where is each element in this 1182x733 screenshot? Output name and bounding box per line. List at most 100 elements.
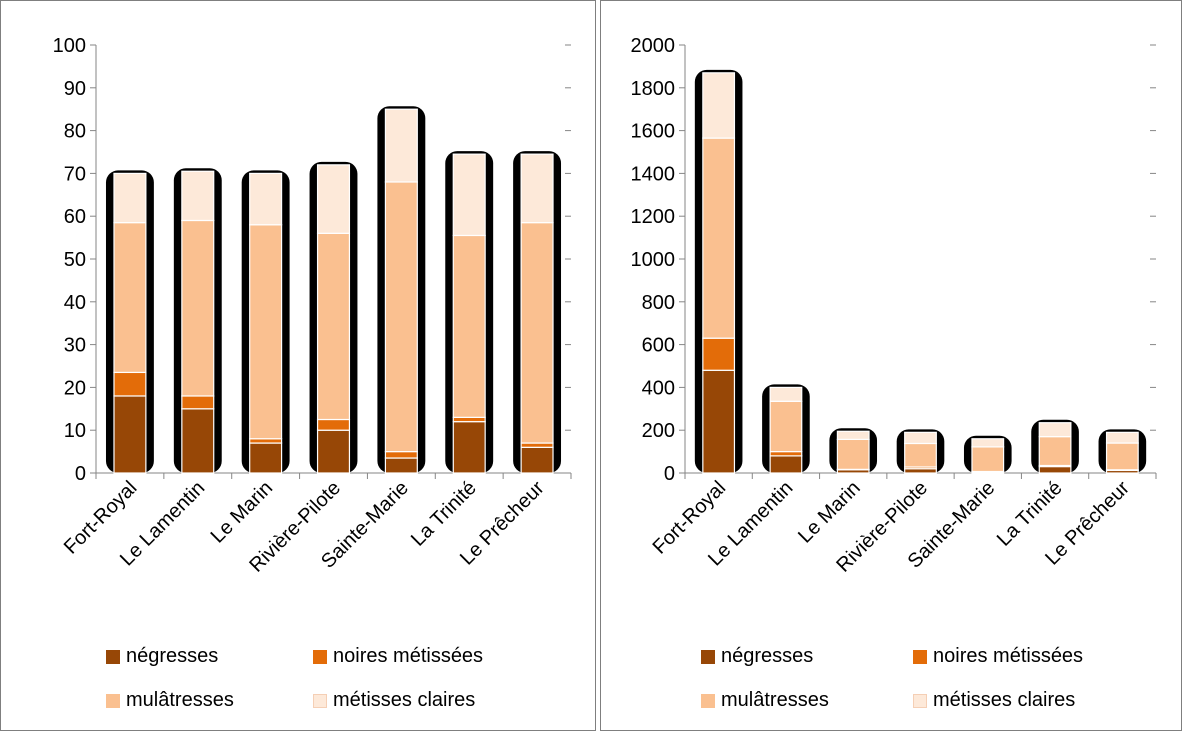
chart-panel-left: 0 10 20 30 40 50 60 70 80 90 100 Fort-Royal Le Lamen… xyxy=(0,0,596,731)
y-tick-label: 70 xyxy=(64,163,86,185)
bar-metisses-claires-le-precheur xyxy=(520,153,554,224)
y-tick-label: 80 xyxy=(64,121,86,143)
y-tick-label: 800 xyxy=(642,292,675,314)
y-tick-label: 20 xyxy=(64,377,86,399)
bar-negresses-riviere-pilote xyxy=(904,468,937,474)
bar-mulatresses-fort-royal xyxy=(702,137,736,339)
bar-noires-metissees-le-marin xyxy=(249,438,283,444)
bar-noires-metissees-fort-royal xyxy=(113,371,147,397)
legend-label-noires-metissees: noires métissées xyxy=(333,645,484,667)
bar-metisses-claires-sainte-marie xyxy=(384,108,418,183)
axes: 0 10 20 30 40 50 60 70 80 90 100 xyxy=(53,35,572,485)
bar-mulatresses-riviere-pilote xyxy=(904,442,937,468)
bar-metisses-claires-fort-royal xyxy=(113,172,147,224)
chart-panel-right: 0 200 400 600 800 1000 1200 1400 1600 1800 2000 For… xyxy=(600,0,1182,731)
legend-swatch-negresses xyxy=(106,649,120,664)
bar-metisses-claires-le-marin xyxy=(249,172,283,226)
legend-item-negresses: négresses xyxy=(701,645,813,668)
y-tick-label: 90 xyxy=(64,78,86,100)
bar-mulatresses-sainte-marie xyxy=(971,446,1005,473)
legend-label-mulatresses: mulâtresses xyxy=(126,689,234,711)
y-tick-label: 50 xyxy=(64,249,86,271)
y-tick-label: 1800 xyxy=(631,78,676,100)
legend-label-negresses: négresses xyxy=(126,645,219,667)
bar-negresses-la-trinite xyxy=(452,421,486,474)
legend-item-mulatresses: mulâtresses xyxy=(701,689,829,712)
y-tick-label: 0 xyxy=(664,463,675,485)
legend-item-mulatresses: mulâtresses xyxy=(106,689,234,712)
legend-swatch-metisses-claires xyxy=(313,693,327,708)
legend-item-noires-metissees: noires métissées xyxy=(313,645,483,668)
y-tick-label: 30 xyxy=(64,335,86,357)
y-tick-label: 1400 xyxy=(631,163,676,185)
y-tick-label: 10 xyxy=(64,420,86,442)
legend-item-negresses: négresses xyxy=(106,645,218,668)
y-tick-label: 60 xyxy=(64,206,86,228)
stacked-bar-chart-counts: 0 200 400 600 800 1000 1200 1400 1600 1800 2000 For… xyxy=(631,35,1157,577)
y-tick-label: 1200 xyxy=(631,206,676,228)
legend-right: négresses noires métissées mulâtresses m… xyxy=(601,641,1181,721)
y-tick-label: 40 xyxy=(64,292,86,314)
bar-negresses-le-lamentin xyxy=(181,408,215,474)
legend-label-mulatresses: mulâtresses xyxy=(721,689,829,711)
legend-swatch-mulatresses xyxy=(106,693,120,708)
bar-metisses-claires-riviere-pilote xyxy=(316,164,351,234)
bar-mulatresses-la-trinite xyxy=(1038,436,1072,467)
bar-mulatresses-la-trinite xyxy=(452,234,486,418)
bar-noires-metissees-le-lamentin xyxy=(181,395,215,410)
bar-negresses-le-marin xyxy=(249,442,283,474)
y-tick-label: 1600 xyxy=(631,121,676,143)
bar-metisses-claires-riviere-pilote xyxy=(904,431,937,445)
bar-metisses-claires-fort-royal xyxy=(702,72,736,139)
bar-mulatresses-le-marin xyxy=(249,224,283,440)
bar-negresses-fort-royal xyxy=(702,369,736,474)
legend-swatch-mulatresses xyxy=(701,693,715,708)
bar-mulatresses-sainte-marie xyxy=(384,181,418,453)
bar-noires-metissees-la-trinite xyxy=(452,416,486,423)
y-tick-label: 0 xyxy=(75,463,86,485)
bar-metisses-claires-le-lamentin xyxy=(181,170,215,222)
legend-label-metisses-claires: métisses claires xyxy=(333,689,476,711)
bar-negresses-riviere-pilote xyxy=(316,429,351,474)
bar-mulatresses-riviere-pilote xyxy=(316,232,351,421)
bar-negresses-le-lamentin xyxy=(769,455,803,474)
y-tick-label: 200 xyxy=(642,420,675,442)
bar-negresses-sainte-marie xyxy=(384,457,418,474)
bar-negresses-le-precheur xyxy=(520,446,554,474)
bar-mulatresses-le-precheur xyxy=(1105,442,1139,471)
legend-swatch-negresses xyxy=(701,649,715,664)
legend-swatch-noires-metissees xyxy=(313,649,327,664)
y-tick-label: 1000 xyxy=(631,249,676,271)
bar-metisses-claires-la-trinite xyxy=(1038,422,1072,438)
bar-metisses-claires-la-trinite xyxy=(452,153,486,237)
legend-label-negresses: négresses xyxy=(721,645,814,667)
bar-metisses-claires-le-precheur xyxy=(1105,431,1139,444)
bar-mulatresses-le-precheur xyxy=(520,222,554,444)
bar-noires-metissees-le-lamentin xyxy=(769,451,803,457)
bar-mulatresses-le-marin xyxy=(836,438,870,470)
legend-left: négresses noires métissées mulâtresses m… xyxy=(1,641,595,721)
legend-item-noires-metissees: noires métissées xyxy=(913,645,1083,668)
bar-negresses-fort-royal xyxy=(113,395,147,474)
y-tick-label: 400 xyxy=(642,377,675,399)
y-tick-label: 2000 xyxy=(631,35,676,57)
bar-noires-metissees-le-precheur xyxy=(520,442,554,448)
bar-negresses-la-trinite xyxy=(1038,465,1072,474)
bar-noires-metissees-riviere-pilote xyxy=(316,418,351,431)
bar-mulatresses-le-lamentin xyxy=(181,219,215,397)
bar-metisses-claires-le-lamentin xyxy=(769,386,803,402)
legend-item-metisses-claires: métisses claires xyxy=(313,689,475,712)
legend-swatch-metisses-claires xyxy=(913,693,927,708)
bar-mulatresses-fort-royal xyxy=(113,222,147,374)
y-tick-label: 100 xyxy=(53,35,86,57)
bars xyxy=(105,106,562,474)
legend-label-metisses-claires: métisses claires xyxy=(933,689,1076,711)
x-category-label: Le Marin xyxy=(794,477,865,548)
bar-metisses-claires-le-marin xyxy=(836,430,870,441)
legend-item-metisses-claires: métisses claires xyxy=(913,689,1075,712)
y-tick-label: 600 xyxy=(642,335,675,357)
axes: 0 200 400 600 800 1000 1200 1400 1600 1800 2000 xyxy=(631,35,1157,485)
